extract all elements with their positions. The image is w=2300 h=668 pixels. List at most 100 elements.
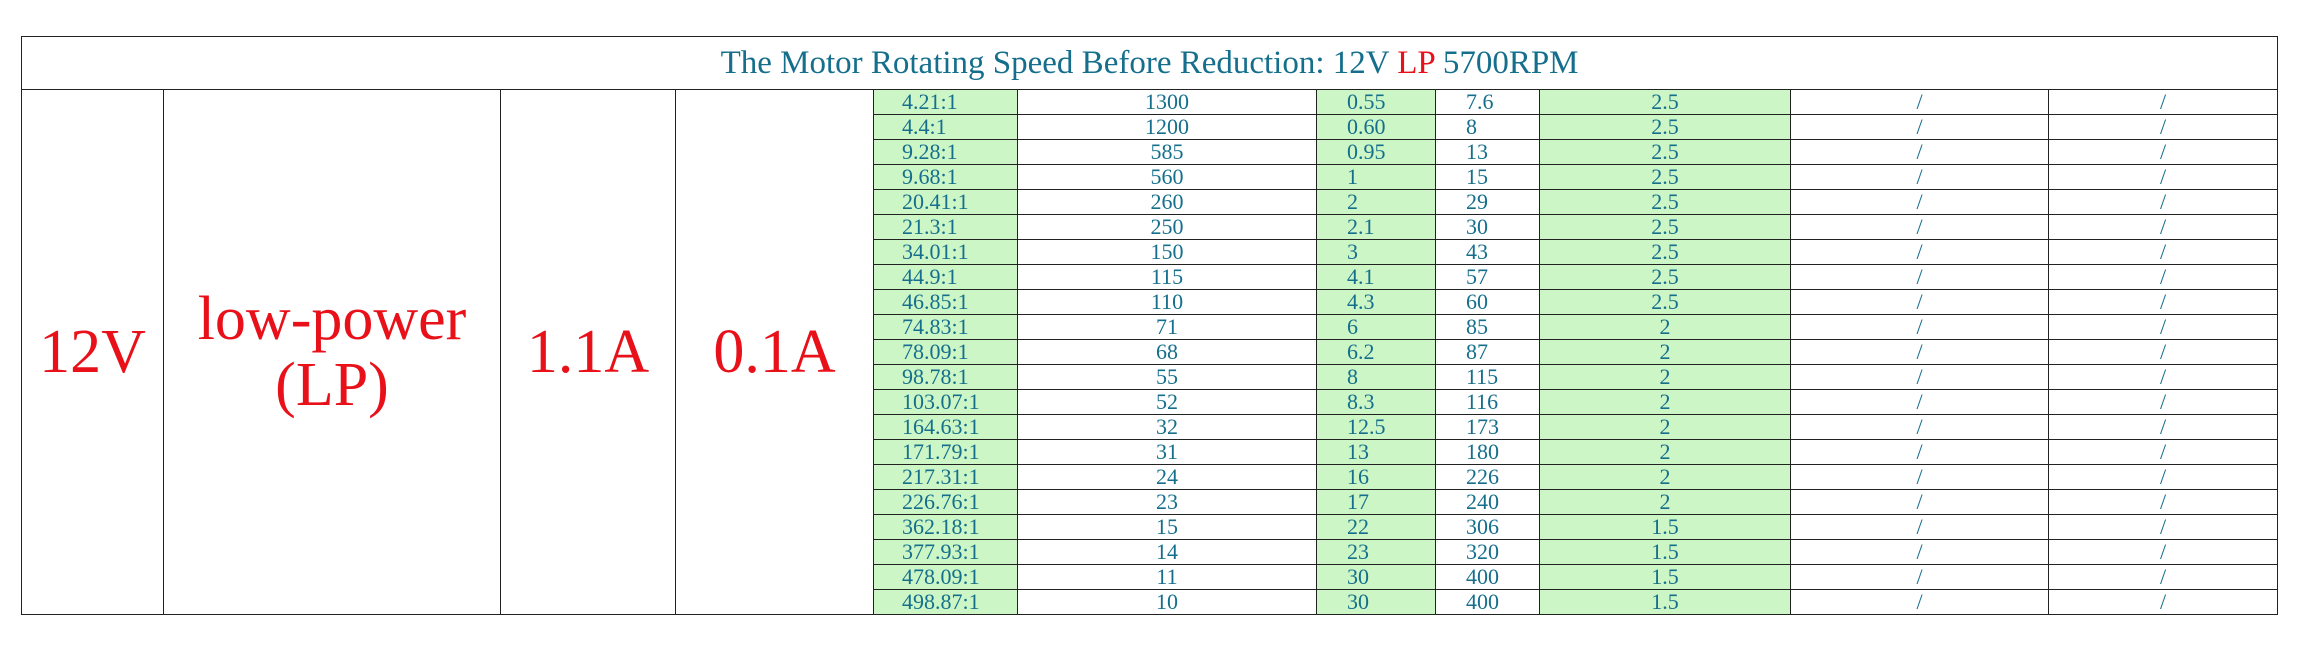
data-cell: / <box>1790 464 2049 490</box>
data-row: 498.87:1 10 30 400 1.5// <box>22 589 2279 615</box>
data-cell: / <box>1790 389 2049 415</box>
data-cell: 2 <box>1539 414 1791 440</box>
data-cell: / <box>1790 364 2049 390</box>
data-cell: / <box>1790 239 2049 265</box>
data-cell: / <box>1790 264 2049 290</box>
data-cell: 2 <box>1539 464 1791 490</box>
data-cell: 31 <box>1017 439 1317 465</box>
data-cell: / <box>1790 414 2049 440</box>
data-cell: 226 <box>1435 464 1540 490</box>
data-cell: 30 <box>1316 589 1436 615</box>
data-cell: 20.41:1 <box>873 189 1018 215</box>
data-row: 103.07:1 52 8.3 116 2// <box>22 389 2279 415</box>
current-cell: 0.1A <box>675 89 874 615</box>
data-cell: 0.95 <box>1316 139 1436 165</box>
data-cell: / <box>2047 239 2279 265</box>
data-row: 217.31:1 24 16 226 2// <box>22 464 2279 490</box>
data-cell: 2.5 <box>1539 264 1791 290</box>
data-cell: 6 <box>1316 314 1436 340</box>
data-row: 478.09:1 11 30 400 1.5// <box>22 564 2279 590</box>
data-cell: 87 <box>1435 339 1540 365</box>
data-cell: 171.79:1 <box>873 439 1018 465</box>
data-cell: 400 <box>1435 564 1540 590</box>
data-cell: 85 <box>1435 314 1540 340</box>
data-row: 20.41:1 260 2 29 2.5// <box>22 189 2279 215</box>
data-cell: 560 <box>1017 164 1317 190</box>
data-cell: / <box>2047 214 2279 240</box>
data-cell: 250 <box>1017 214 1317 240</box>
data-cell: 6.2 <box>1316 339 1436 365</box>
type-cell: low-power (LP) <box>163 89 501 615</box>
data-cell: 44.9:1 <box>873 264 1018 290</box>
data-cell: 55 <box>1017 364 1317 390</box>
data-cell: 4.1 <box>1316 264 1436 290</box>
data-cell: 2.5 <box>1539 114 1791 140</box>
data-cell: / <box>2047 414 2279 440</box>
data-cell: 15 <box>1435 164 1540 190</box>
data-row: 98.78:1 55 8 115 2// <box>22 364 2279 390</box>
data-cell: 30 <box>1316 564 1436 590</box>
data-cell: 13 <box>1316 439 1436 465</box>
data-cell: 1.5 <box>1539 539 1791 565</box>
data-cell: 103.07:1 <box>873 389 1018 415</box>
data-cell: 14 <box>1017 539 1317 565</box>
data-row: 362.18:1 15 22 306 1.5// <box>22 514 2279 540</box>
data-cell: 57 <box>1435 264 1540 290</box>
data-cell: 585 <box>1017 139 1317 165</box>
data-row: 12V low-power (LP) 1.1A 0.1A 4.21:1 1300 0.55 7… <box>21 89 2279 615</box>
title-text: The Motor Rotating Speed Before Reductio… <box>720 45 1390 81</box>
data-cell: / <box>2047 439 2279 465</box>
data-cell: / <box>1790 514 2049 540</box>
data-cell: 3 <box>1316 239 1436 265</box>
data-cell: 180 <box>1435 439 1540 465</box>
data-cell: 34.01:1 <box>873 239 1018 265</box>
data-cell: 23 <box>1316 539 1436 565</box>
data-cell: 478.09:1 <box>873 564 1018 590</box>
data-cell: 320 <box>1435 539 1540 565</box>
data-cell: / <box>1790 164 2049 190</box>
data-cell: 7.6 <box>1435 89 1540 115</box>
data-cell: 173 <box>1435 414 1540 440</box>
data-cell: 2.5 <box>1539 89 1791 115</box>
data-cell: 110 <box>1017 289 1317 315</box>
data-cell: / <box>1790 289 2049 315</box>
data-row: 21.3:1 250 2.1 30 2.5// <box>22 214 2279 240</box>
data-cell: 4.4:1 <box>873 114 1018 140</box>
data-cell: 68 <box>1017 339 1317 365</box>
data-cell: / <box>1790 139 2049 165</box>
data-cell: / <box>2047 389 2279 415</box>
data-cell: 377.93:1 <box>873 539 1018 565</box>
data-cell: 2.5 <box>1539 289 1791 315</box>
data-cell: 1.5 <box>1539 589 1791 615</box>
data-cell: 2 <box>1539 364 1791 390</box>
data-cell: / <box>2047 564 2279 590</box>
data-cell: 60 <box>1435 289 1540 315</box>
data-cell: / <box>1790 539 2049 565</box>
data-cell: 2.5 <box>1539 164 1791 190</box>
data-cell: 2.5 <box>1539 139 1791 165</box>
data-cell: / <box>1790 214 2049 240</box>
data-cell: 2 <box>1539 339 1791 365</box>
data-cell: 52 <box>1017 389 1317 415</box>
data-cell: 164.63:1 <box>873 414 1018 440</box>
data-cell: / <box>2047 164 2279 190</box>
data-cell: / <box>2047 489 2279 515</box>
data-cell: 32 <box>1017 414 1317 440</box>
data-cell: / <box>2047 314 2279 340</box>
data-cell: 400 <box>1435 589 1540 615</box>
data-cell: 2 <box>1539 389 1791 415</box>
data-cell: 240 <box>1435 489 1540 515</box>
data-row: 9.28:1 585 0.95 13 2.5// <box>22 139 2279 165</box>
data-cell: 46.85:1 <box>873 289 1018 315</box>
data-cell: 362.18:1 <box>873 514 1018 540</box>
data-cell: 24 <box>1017 464 1317 490</box>
data-cell: 12.5 <box>1316 414 1436 440</box>
data-cell: / <box>1790 564 2049 590</box>
data-cell: 71 <box>1017 314 1317 340</box>
data-cell: 0.55 <box>1316 89 1436 115</box>
data-cell: 9.28:1 <box>873 139 1018 165</box>
data-cell: / <box>2047 539 2279 565</box>
data-cell: 2 <box>1539 489 1791 515</box>
data-cell: 1.5 <box>1539 514 1791 540</box>
